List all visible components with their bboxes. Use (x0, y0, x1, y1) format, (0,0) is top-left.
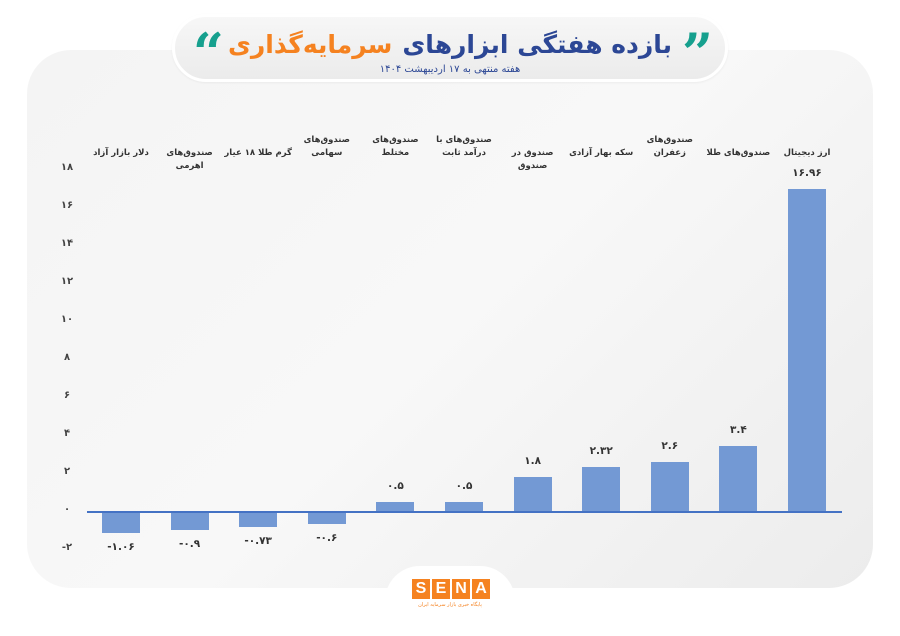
bar-value-label: ۳.۴ (729, 424, 747, 437)
category-label: ارز دیجیتال (772, 147, 842, 160)
category-label-line: صندوق‌های (303, 135, 350, 145)
y-axis-tick: ۱۸ (60, 162, 74, 173)
category-label-line: صندوق‌های طلا (706, 148, 771, 158)
bar-value-label: ۲.۶ (661, 439, 679, 452)
y-axis-tick: ۲ (63, 466, 71, 477)
bar (102, 513, 140, 534)
category-label-line: صندوق‌های با (436, 135, 492, 145)
category-label-line: صندوق در صندوق (511, 148, 554, 171)
y-axis-tick: -۲ (61, 542, 73, 553)
bar (513, 476, 552, 511)
category-label: صندوق‌های با درآمد ثابت (429, 134, 499, 160)
category-label-line: سهامی (311, 148, 343, 158)
category-label-line: درآمد ثابت (442, 148, 486, 158)
bar-value-label: -۰.۹ (179, 538, 201, 551)
logo-letter-s: S (412, 579, 430, 599)
x-axis-line (87, 511, 842, 513)
bar-value-label: ۰.۵ (455, 479, 473, 492)
category-label: صندوق‌های مختلط (360, 134, 430, 160)
category-label: صندوق‌های اهرمی (155, 147, 225, 173)
category-label: سکه بهار آزادی (566, 147, 636, 160)
y-axis-tick: ۱۲ (60, 276, 74, 287)
logo-letter-n: N (452, 579, 470, 599)
y-axis-tick: ۰ (63, 504, 71, 515)
bar (239, 513, 278, 527)
bar (650, 461, 689, 511)
bar (445, 501, 483, 511)
bar-value-label: -۰.۶ (316, 532, 338, 545)
y-axis-tick: ۶ (63, 390, 71, 401)
bar (170, 513, 209, 531)
logo-letter-a: A (472, 579, 490, 599)
title-row: ” بازده هفتگی ابزارهای سرمایه‌گذاری “ (175, 25, 725, 80)
bar (376, 501, 415, 511)
logo-pill (385, 566, 515, 636)
category-label-line: صندوق‌های اهرمی (166, 148, 213, 171)
bar (307, 513, 346, 525)
category-label: دلار بازار آزاد (86, 147, 156, 160)
y-axis-tick: ۴ (63, 428, 71, 439)
category-label-line: سکه بهار آزادی (569, 148, 634, 158)
page-title-part2: سرمایه‌گذاری (227, 29, 393, 59)
category-label-line: مختلط (381, 148, 410, 158)
category-label-line: گرم طلا ۱۸ عیار (224, 148, 292, 158)
category-label-line: صندوق‌های (646, 135, 693, 145)
logo-tagline: پایگاه خبری بازار سرمایه ایران (418, 602, 482, 608)
bar-value-label: ۱.۸ (524, 454, 541, 467)
category-label-line: ارز دیجیتال (783, 148, 831, 158)
category-label: گرم طلا ۱۸ عیار (223, 147, 293, 160)
y-axis-tick: ۱۰ (60, 314, 74, 325)
bar (719, 446, 758, 511)
sena-logo: S E N A (412, 579, 490, 599)
page-subtitle: هفته منتهی به ۱۷ اردیبهشت ۱۴۰۴ (379, 64, 521, 75)
category-label-line: دلار بازار آزاد (93, 148, 149, 158)
page-title-part1: بازده هفتگی ابزارهای (402, 29, 673, 59)
bar-value-label: ۲.۳۲ (589, 444, 613, 457)
y-axis-tick: ۱۶ (60, 200, 74, 211)
bar (582, 466, 621, 511)
category-label-line: زعفران (653, 148, 686, 158)
logo-letter-e: E (432, 579, 450, 599)
category-label: صندوق‌های سهامی (292, 134, 362, 160)
y-axis-tick: ۱۴ (60, 238, 74, 249)
title-banner: ” بازده هفتگی ابزارهای سرمایه‌گذاری “ هف… (172, 14, 728, 82)
bar-value-label: ۱۶.۹۶ (792, 166, 822, 179)
bar-value-label: -۰.۷۳ (244, 534, 272, 547)
category-label: صندوق در صندوق (498, 147, 568, 173)
bar-value-label: ۰.۵ (386, 479, 404, 492)
bar-value-label: -۱.۰۶ (107, 541, 135, 554)
category-label-line: صندوق‌های (372, 135, 419, 145)
bar (788, 188, 826, 511)
category-label: صندوق‌های طلا (703, 147, 773, 160)
category-label: صندوق‌های زعفران (635, 134, 705, 160)
y-axis-tick: ۸ (63, 352, 71, 363)
